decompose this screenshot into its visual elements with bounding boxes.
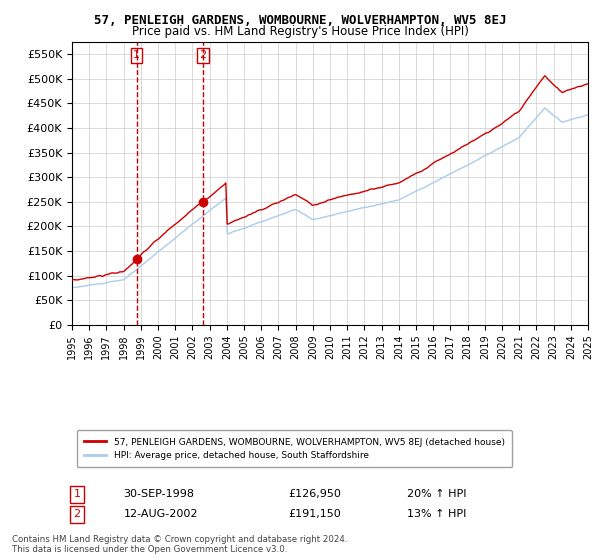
Text: Price paid vs. HM Land Registry's House Price Index (HPI): Price paid vs. HM Land Registry's House … (131, 25, 469, 38)
Text: 2: 2 (200, 50, 206, 60)
Text: £126,950: £126,950 (289, 489, 341, 500)
Text: 13% ↑ HPI: 13% ↑ HPI (407, 509, 467, 519)
Text: 2: 2 (74, 509, 81, 519)
Text: £191,150: £191,150 (289, 509, 341, 519)
Text: 12-AUG-2002: 12-AUG-2002 (124, 509, 198, 519)
Text: 1: 1 (74, 489, 80, 500)
Legend: 57, PENLEIGH GARDENS, WOMBOURNE, WOLVERHAMPTON, WV5 8EJ (detached house), HPI: A: 57, PENLEIGH GARDENS, WOMBOURNE, WOLVERH… (77, 431, 512, 468)
Text: Contains HM Land Registry data © Crown copyright and database right 2024.
This d: Contains HM Land Registry data © Crown c… (12, 535, 347, 554)
Text: 20% ↑ HPI: 20% ↑ HPI (407, 489, 467, 500)
Text: 30-SEP-1998: 30-SEP-1998 (124, 489, 194, 500)
Text: 1: 1 (133, 50, 140, 60)
Text: 57, PENLEIGH GARDENS, WOMBOURNE, WOLVERHAMPTON, WV5 8EJ: 57, PENLEIGH GARDENS, WOMBOURNE, WOLVERH… (94, 14, 506, 27)
